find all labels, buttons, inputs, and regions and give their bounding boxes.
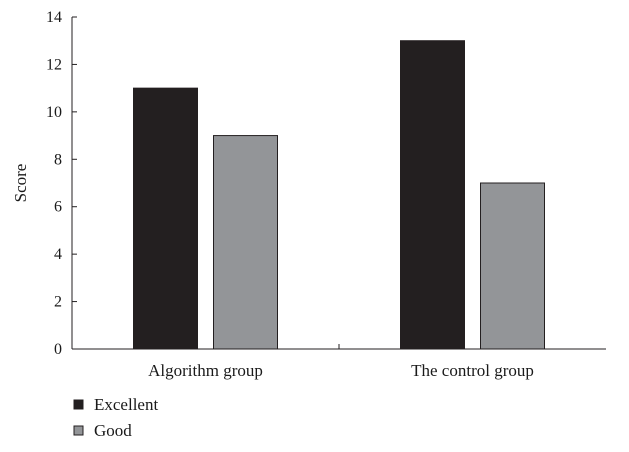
bar-good [480, 182, 545, 350]
y-tick-label: 8 [54, 151, 62, 168]
y-tick-label: 12 [46, 56, 62, 73]
labels-layer: 0 2 4 6 8 10 12 14 Algorithm group The control gr… [46, 9, 534, 380]
legend: Excellent Good [73, 395, 158, 440]
y-tick-label: 4 [54, 246, 62, 263]
x-category-label: The control group [411, 361, 534, 380]
y-tick-label: 0 [54, 341, 62, 358]
y-tick-label: 2 [54, 294, 62, 311]
y-axis-title: Score [11, 164, 30, 203]
bar-excellent [133, 87, 198, 350]
x-category-label: Algorithm group [148, 361, 263, 380]
legend-label-good: Good [94, 421, 132, 440]
bar-excellent [400, 40, 465, 350]
y-tick-label: 6 [54, 199, 62, 216]
bar-good [213, 135, 278, 350]
y-tick-label: 14 [46, 9, 62, 26]
bars-layer [133, 40, 545, 350]
y-tick-label: 10 [46, 104, 62, 121]
legend-label-excellent: Excellent [94, 395, 158, 414]
legend-swatch-good [73, 425, 84, 436]
legend-swatch-excellent [73, 399, 84, 410]
